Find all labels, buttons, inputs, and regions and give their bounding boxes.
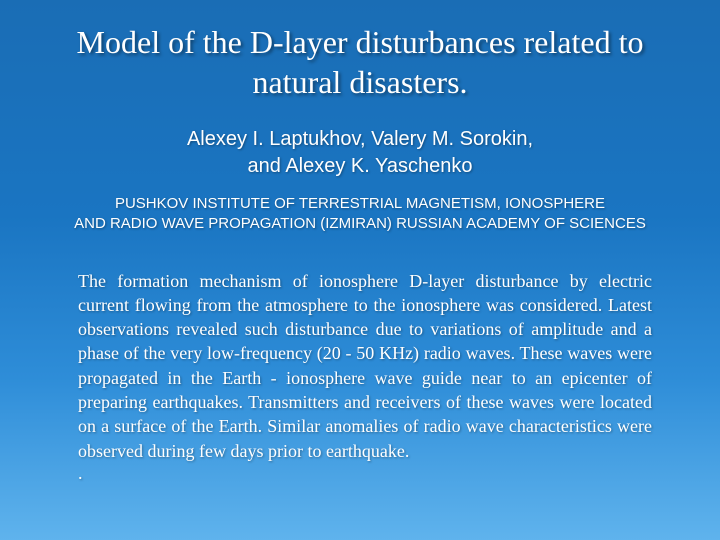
abstract-text: The formation mechanism of ionosphere D-… xyxy=(50,269,670,463)
slide-title: Model of the D-layer disturbances relate… xyxy=(50,22,670,102)
authors-line-1: Alexey I. Laptukhov, Valery M. Sorokin, xyxy=(50,126,670,153)
trailing-dot: . xyxy=(50,463,670,484)
presentation-slide: Model of the D-layer disturbances relate… xyxy=(0,0,720,540)
authors-line-2: and Alexey K. Yaschenko xyxy=(50,153,670,180)
authors-block: Alexey I. Laptukhov, Valery M. Sorokin, … xyxy=(50,126,670,180)
affiliation-block: PUSHKOV INSTITUTE OF TERRESTRIAL MAGNETI… xyxy=(50,194,670,235)
affiliation-line-2: AND RADIO WAVE PROPAGATION (IZMIRAN) RUS… xyxy=(60,214,660,234)
affiliation-line-1: PUSHKOV INSTITUTE OF TERRESTRIAL MAGNETI… xyxy=(60,194,660,214)
